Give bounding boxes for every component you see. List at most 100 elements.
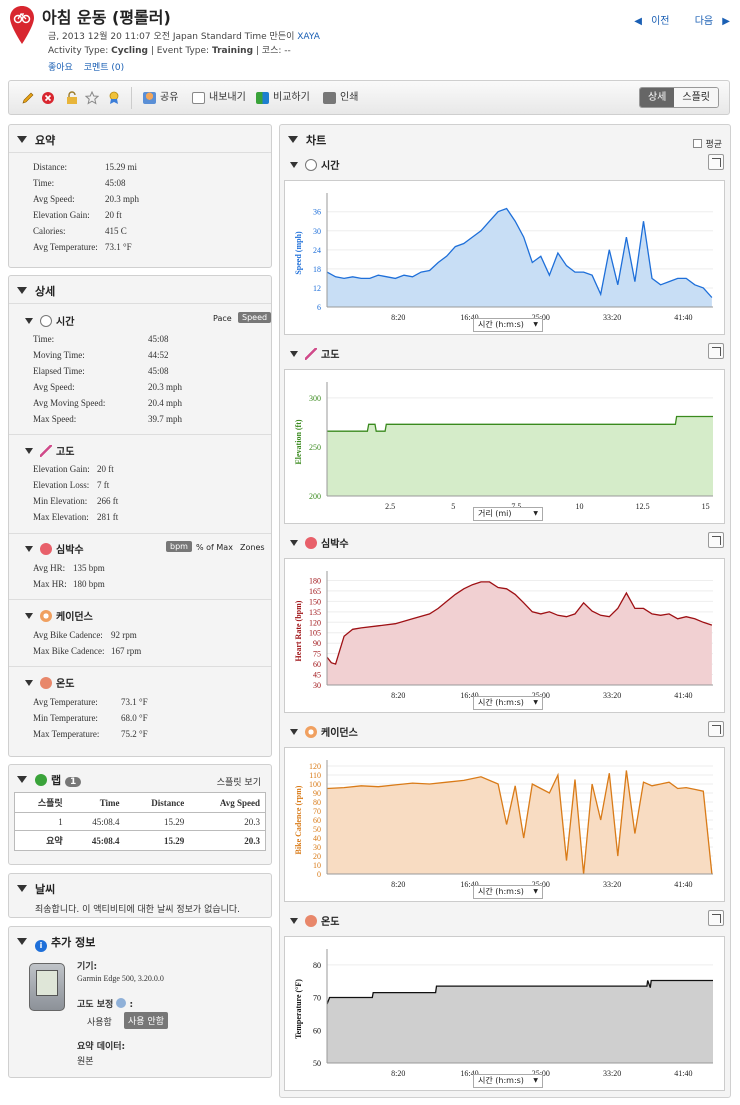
x-axis-select[interactable]: 시간 (h:m:s) (473, 1074, 543, 1088)
collapse-triangle-icon (25, 680, 33, 686)
y-tick-label: 180 (309, 576, 321, 585)
share-icon (143, 92, 156, 104)
stat-label: Max Temperature: (33, 729, 100, 739)
x-axis-select[interactable]: 거리 (mi) (473, 507, 543, 521)
activity-pin-icon (10, 6, 34, 44)
chart-svg[interactable]: 506070808:2016:4025:0033:2041:40Temperat… (285, 937, 726, 1092)
stat-label: Max Elevation: (33, 512, 89, 522)
y-axis-label: Bike Cadence (rpm) (294, 785, 303, 854)
y-tick-label: 90 (313, 639, 321, 648)
laps-cell: 1 (58, 816, 63, 827)
x-tick-label: 41:40 (674, 880, 692, 889)
help-icon[interactable] (116, 998, 127, 1008)
x-tick-label: 33:20 (603, 1069, 621, 1078)
chart-svg[interactable]: 30456075901051201351501651808:2016:4025:… (285, 559, 726, 714)
thermometer-icon (305, 915, 317, 927)
chart-header[interactable]: 심박수 (290, 535, 349, 550)
chart-svg[interactable]: 01020304050607080901001101208:2016:4025:… (285, 748, 726, 903)
stat-label: Time: (33, 178, 55, 188)
series-line (327, 415, 713, 432)
chart-svg[interactable]: 612182430368:2016:4025:0033:2041:40Speed… (285, 181, 726, 336)
author-link[interactable]: XAYA (297, 32, 320, 42)
device-label: 기기: (77, 962, 98, 972)
weather-title[interactable]: 날씨 (17, 881, 55, 897)
heart-icon (40, 543, 52, 555)
expand-chart-icon[interactable] (708, 154, 724, 170)
expand-chart-icon[interactable] (708, 721, 724, 737)
y-tick-label: 60 (313, 660, 321, 669)
expand-chart-icon[interactable] (708, 343, 724, 359)
elevation-section-header[interactable]: 고도 (25, 443, 74, 458)
y-tick-label: 6 (317, 303, 321, 312)
laps-column-header[interactable]: Avg Speed (189, 792, 266, 813)
laps-column-header[interactable]: Time (67, 792, 125, 813)
speed-toggle[interactable]: Speed (238, 312, 272, 323)
comment-link[interactable]: 코멘트 (0) (83, 63, 125, 73)
compare-button[interactable]: 비교하기 (256, 91, 310, 107)
collapse-triangle-icon (290, 918, 298, 924)
expand-chart-icon[interactable] (708, 532, 724, 548)
collapse-triangle-icon (17, 136, 27, 143)
like-link[interactable]: 좋아요 (48, 63, 73, 73)
stat-label: Time: (33, 334, 55, 344)
zones-toggle[interactable]: Zones (240, 543, 265, 552)
y-tick-label: 135 (309, 608, 321, 617)
laps-title[interactable]: 랩 1 (17, 772, 82, 788)
share-button[interactable]: 공유 (143, 91, 178, 107)
time-section-header[interactable]: 시간 (25, 313, 74, 328)
lock-icon[interactable] (65, 91, 79, 105)
chart-header[interactable]: 온도 (290, 913, 339, 928)
badge-icon[interactable] (107, 91, 121, 105)
bpm-toggle[interactable]: bpm (166, 541, 192, 552)
export-icon (192, 92, 205, 104)
laps-count-badge: 1 (64, 777, 82, 787)
clock-icon (305, 159, 317, 171)
chart-header[interactable]: 케이던스 (290, 724, 358, 739)
average-checkbox[interactable]: 평균 (693, 137, 722, 150)
activity-type-value[interactable]: Cycling (111, 46, 148, 56)
charts-title[interactable]: 차트 (288, 132, 326, 148)
elev-correction-on-button[interactable]: 사용함 (87, 1018, 112, 1028)
x-tick-label: 8:20 (391, 313, 405, 322)
favorite-star-icon[interactable] (85, 91, 99, 105)
x-axis-select[interactable]: 시간 (h:m:s) (473, 696, 543, 710)
view-split-button[interactable]: 스플릿 (674, 88, 718, 107)
summary-title[interactable]: 요약 (17, 132, 55, 148)
export-button[interactable]: 내보내기 (192, 91, 246, 107)
cadence-section-header[interactable]: 케이던스 (25, 608, 93, 623)
expand-chart-icon[interactable] (708, 910, 724, 926)
prev-link[interactable]: ◀ 이전 (634, 16, 670, 27)
elevation-icon (40, 445, 52, 457)
split-view-link[interactable]: 스플릿 보기 (216, 778, 261, 788)
elev-correction-off-button[interactable]: 사용 안함 (124, 1012, 168, 1029)
view-detail-button[interactable]: 상세 (639, 88, 675, 107)
next-link[interactable]: 다음 ▶ (694, 16, 730, 27)
temperature-section-header[interactable]: 온도 (25, 675, 74, 690)
y-tick-label: 12 (313, 284, 321, 293)
stat-label: Avg Temperature: (33, 242, 98, 252)
detail-title[interactable]: 상세 (17, 283, 55, 299)
laps-column-header[interactable]: 스플릿 (14, 792, 68, 813)
chart-header[interactable]: 시간 (290, 157, 339, 172)
x-axis-select[interactable]: 시간 (h:m:s) (473, 318, 543, 332)
heart-rate-section-header[interactable]: 심박수 (25, 541, 84, 556)
edit-pencil-icon[interactable] (21, 91, 35, 105)
table-row[interactable]: 1 45:08.4 15.29 20.3 (15, 813, 266, 831)
chart-header[interactable]: 고도 (290, 346, 339, 361)
stat-label: Min Temperature: (33, 713, 98, 723)
event-type-value[interactable]: Training (211, 46, 254, 56)
clock-icon (40, 315, 52, 327)
more-info-title[interactable]: i 추가 정보 (17, 934, 95, 952)
pct-max-toggle[interactable]: % of Max (196, 543, 233, 552)
laps-column-header[interactable]: Distance (124, 792, 190, 813)
pace-toggle[interactable]: Pace (213, 314, 232, 323)
print-button[interactable]: 인쇄 (323, 91, 358, 107)
stat-value: 415 C (105, 226, 127, 236)
laps-cell: 20.3 (244, 816, 260, 827)
laps-table: 스플릿 Time Distance Avg Speed 1 45:08.4 15.29 20… (14, 792, 266, 851)
delete-icon[interactable] (41, 91, 55, 105)
x-axis-select[interactable]: 시간 (h:m:s) (473, 885, 543, 899)
stat-value: 68.0 °F (121, 713, 148, 723)
y-tick-label: 70 (313, 807, 321, 816)
